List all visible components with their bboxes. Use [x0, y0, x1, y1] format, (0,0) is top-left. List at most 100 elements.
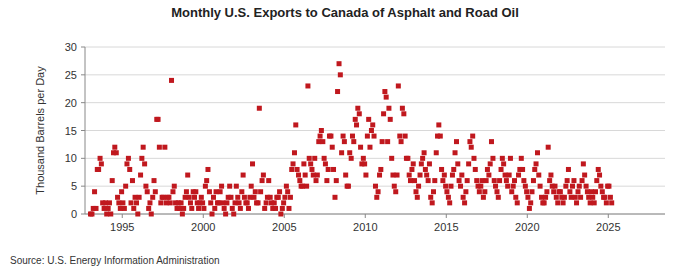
point	[536, 173, 541, 178]
point	[119, 189, 124, 194]
y-axis-label: Thousand Barrels per Day	[34, 66, 46, 195]
x-tick-label: 2010	[353, 221, 377, 233]
point	[150, 195, 155, 200]
point	[323, 161, 328, 166]
point	[385, 139, 390, 144]
point	[534, 161, 539, 166]
point	[377, 173, 382, 178]
point	[412, 178, 417, 183]
point	[370, 122, 375, 127]
point	[260, 178, 265, 183]
point	[288, 195, 293, 200]
point	[542, 200, 547, 205]
point	[432, 178, 437, 183]
point	[358, 145, 363, 150]
point	[494, 189, 499, 194]
point	[276, 195, 281, 200]
chart: Monthly U.S. Exports to Canada of Asphal…	[0, 0, 675, 275]
point	[187, 195, 192, 200]
point	[309, 167, 314, 172]
point	[428, 195, 433, 200]
point	[592, 200, 597, 205]
x-axis	[85, 214, 665, 215]
point	[493, 184, 498, 189]
point	[172, 184, 177, 189]
x-tick	[446, 214, 447, 218]
point	[142, 161, 147, 166]
point	[538, 184, 543, 189]
point	[567, 189, 572, 194]
point	[473, 167, 478, 172]
point	[343, 173, 348, 178]
y-tick-label: 20	[65, 97, 77, 109]
point	[350, 134, 355, 139]
point	[156, 117, 161, 122]
point	[489, 139, 494, 144]
point	[422, 150, 427, 155]
point	[301, 161, 306, 166]
point	[401, 111, 406, 116]
point	[436, 122, 441, 127]
point	[293, 122, 298, 127]
point	[486, 173, 491, 178]
point	[268, 195, 273, 200]
point	[555, 200, 560, 205]
point	[444, 189, 449, 194]
point	[461, 195, 466, 200]
point	[448, 184, 453, 189]
point	[228, 195, 233, 200]
point	[455, 161, 460, 166]
y-tick	[81, 214, 85, 215]
point	[462, 200, 467, 205]
point	[114, 150, 119, 155]
point	[552, 184, 557, 189]
point	[551, 189, 556, 194]
point	[94, 206, 99, 211]
point	[558, 189, 563, 194]
point	[239, 189, 244, 194]
point	[584, 184, 589, 189]
x-tick-label: 2025	[596, 221, 620, 233]
point	[285, 189, 290, 194]
point	[546, 145, 551, 150]
point	[146, 206, 151, 211]
point	[207, 189, 212, 194]
point	[413, 189, 418, 194]
point	[223, 212, 228, 217]
point	[604, 200, 609, 205]
point	[381, 111, 386, 116]
y-tick-label: 0	[71, 208, 77, 220]
point	[573, 195, 578, 200]
point	[291, 161, 296, 166]
x-tick-label: 2020	[515, 221, 539, 233]
point	[153, 189, 158, 194]
point	[418, 173, 423, 178]
point	[112, 145, 117, 150]
point	[201, 206, 206, 211]
point	[315, 173, 320, 178]
point	[508, 156, 513, 161]
point	[281, 200, 286, 205]
point	[467, 139, 472, 144]
point	[515, 200, 520, 205]
point	[423, 167, 428, 172]
point	[504, 178, 509, 183]
point	[501, 161, 506, 166]
point	[363, 173, 368, 178]
point	[548, 173, 553, 178]
point	[204, 178, 209, 183]
point	[147, 200, 152, 205]
point	[594, 178, 599, 183]
point	[238, 206, 243, 211]
point	[245, 200, 250, 205]
point	[403, 134, 408, 139]
point	[286, 206, 291, 211]
point	[303, 173, 308, 178]
point	[250, 161, 255, 166]
point	[282, 195, 287, 200]
point	[296, 173, 301, 178]
point	[367, 145, 372, 150]
grid-line	[85, 214, 665, 215]
point	[597, 173, 602, 178]
point	[338, 72, 343, 77]
